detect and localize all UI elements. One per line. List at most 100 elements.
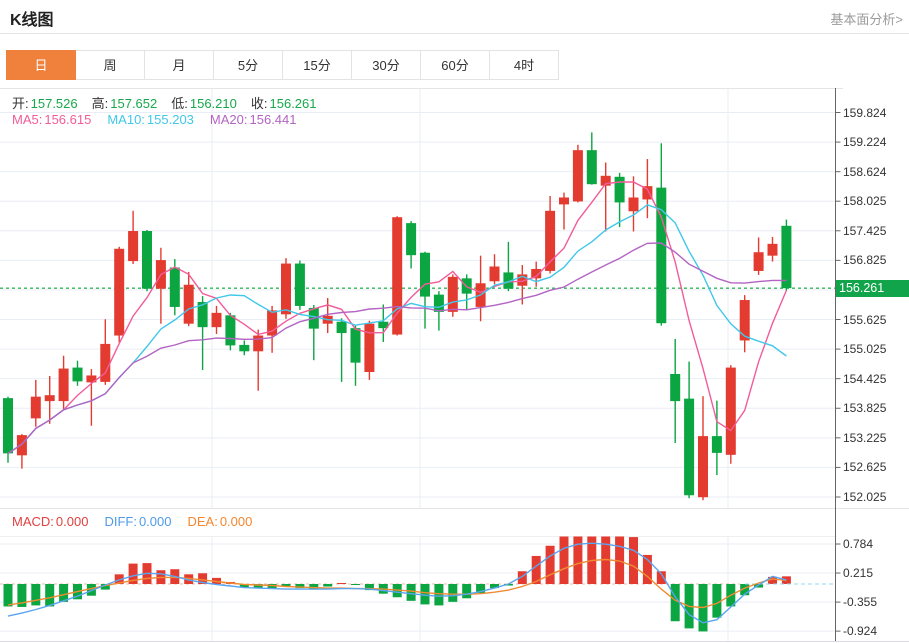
candle-body[interactable] [406,223,417,256]
macd-bar[interactable] [448,584,458,602]
macd-bar[interactable] [351,584,360,586]
candle-body[interactable] [114,248,125,336]
tab-interval-3[interactable]: 5分 [213,50,283,80]
candle-body[interactable] [281,263,291,315]
macd-bar[interactable] [364,584,374,591]
candle-body[interactable] [711,436,722,453]
candle-body[interactable] [169,267,180,307]
macd-bar[interactable] [740,584,750,596]
candle-body[interactable] [336,321,347,334]
candle-body[interactable] [30,396,41,419]
macd-bar[interactable] [253,584,263,588]
tab-interval-4[interactable]: 15分 [282,50,352,80]
candle-body[interactable] [628,197,639,212]
macd-bar[interactable] [573,536,583,585]
macd-bar[interactable] [59,584,69,602]
candle-body[interactable] [44,395,55,402]
macd-bar[interactable] [31,584,41,606]
macd-bar[interactable] [642,554,652,584]
candle-body[interactable] [16,435,27,456]
candle-body[interactable] [3,398,13,454]
candle-body[interactable] [531,268,542,279]
macd-bar[interactable] [17,584,27,607]
candle-body[interactable] [684,398,695,496]
candle-body[interactable] [58,368,69,402]
macd-bar[interactable] [114,574,124,584]
candle-body[interactable] [72,367,83,382]
candle-body[interactable] [614,176,625,203]
macd-bar[interactable] [559,536,569,585]
candle-body[interactable] [433,294,444,312]
macd-bar[interactable] [420,584,430,605]
fundamental-analysis-link[interactable]: 基本面分析> [830,12,903,27]
macd-bar[interactable] [198,573,208,584]
candle-body[interactable] [753,252,764,271]
candle-body[interactable] [420,252,430,297]
macd-bar[interactable] [462,584,472,599]
macd-bar[interactable] [656,571,666,584]
macd-bar[interactable] [267,584,277,589]
macd-bar[interactable] [337,582,347,584]
candle-body[interactable] [142,231,152,289]
macd-bar[interactable] [615,536,625,585]
candle-body[interactable] [225,315,236,346]
macd-bar[interactable] [517,571,527,584]
macd-bar[interactable] [184,574,194,584]
macd-bar[interactable] [45,584,55,607]
candle-body[interactable] [781,225,792,289]
tab-interval-7[interactable]: 4时 [489,50,559,80]
candle-body[interactable] [86,375,97,383]
candle-body[interactable] [364,323,375,373]
macd-bar[interactable] [670,584,680,622]
macd-bar[interactable] [531,555,541,584]
tab-interval-0[interactable]: 日 [6,50,76,80]
macd-bar[interactable] [295,584,305,589]
candle-body[interactable] [100,343,111,382]
candle-body[interactable] [572,150,583,202]
macd-bar[interactable] [434,584,444,606]
candles[interactable] [3,132,792,501]
candle-body[interactable] [698,436,708,498]
tab-interval-6[interactable]: 60分 [420,50,490,80]
macd-bar[interactable] [545,545,555,584]
macd-bar[interactable] [100,584,110,590]
candle-body[interactable] [294,263,305,306]
macd-bar[interactable] [768,576,777,584]
candle-body[interactable] [517,274,528,286]
candle-body[interactable] [739,300,750,341]
macd-bar[interactable] [629,537,638,584]
macd-bar[interactable] [281,584,291,587]
candle-body[interactable] [239,344,250,352]
macd-bar[interactable] [503,584,513,586]
macd-bar[interactable] [323,584,333,587]
candle-body[interactable] [267,310,278,336]
candle-body[interactable] [183,284,194,324]
candle-body[interactable] [489,266,500,282]
candle-body[interactable] [350,328,361,363]
candle-body[interactable] [211,312,222,328]
macd-bar[interactable] [601,536,611,585]
candle-body[interactable] [725,367,736,455]
candle-body[interactable] [392,217,403,335]
macd-bar[interactable] [309,584,319,590]
candle-body[interactable] [586,150,597,185]
candle-body[interactable] [670,373,681,402]
candle-body[interactable] [447,276,458,312]
candle-body[interactable] [128,231,139,262]
candle-body[interactable] [559,197,569,205]
macd-bar[interactable] [490,584,499,589]
macd-bar[interactable] [128,563,138,584]
candle-body[interactable] [503,272,514,289]
candle-body[interactable] [197,302,208,328]
macd-bar[interactable] [712,584,722,618]
tab-interval-5[interactable]: 30分 [351,50,421,80]
candle-body[interactable] [600,175,611,186]
tab-interval-2[interactable]: 月 [144,50,214,80]
macd-bar[interactable] [3,584,13,607]
candle-body[interactable] [545,210,556,271]
macd-bar[interactable] [239,584,249,588]
candle-body[interactable] [767,243,778,256]
macd-bar[interactable] [406,584,416,601]
candle-body[interactable] [642,186,653,200]
